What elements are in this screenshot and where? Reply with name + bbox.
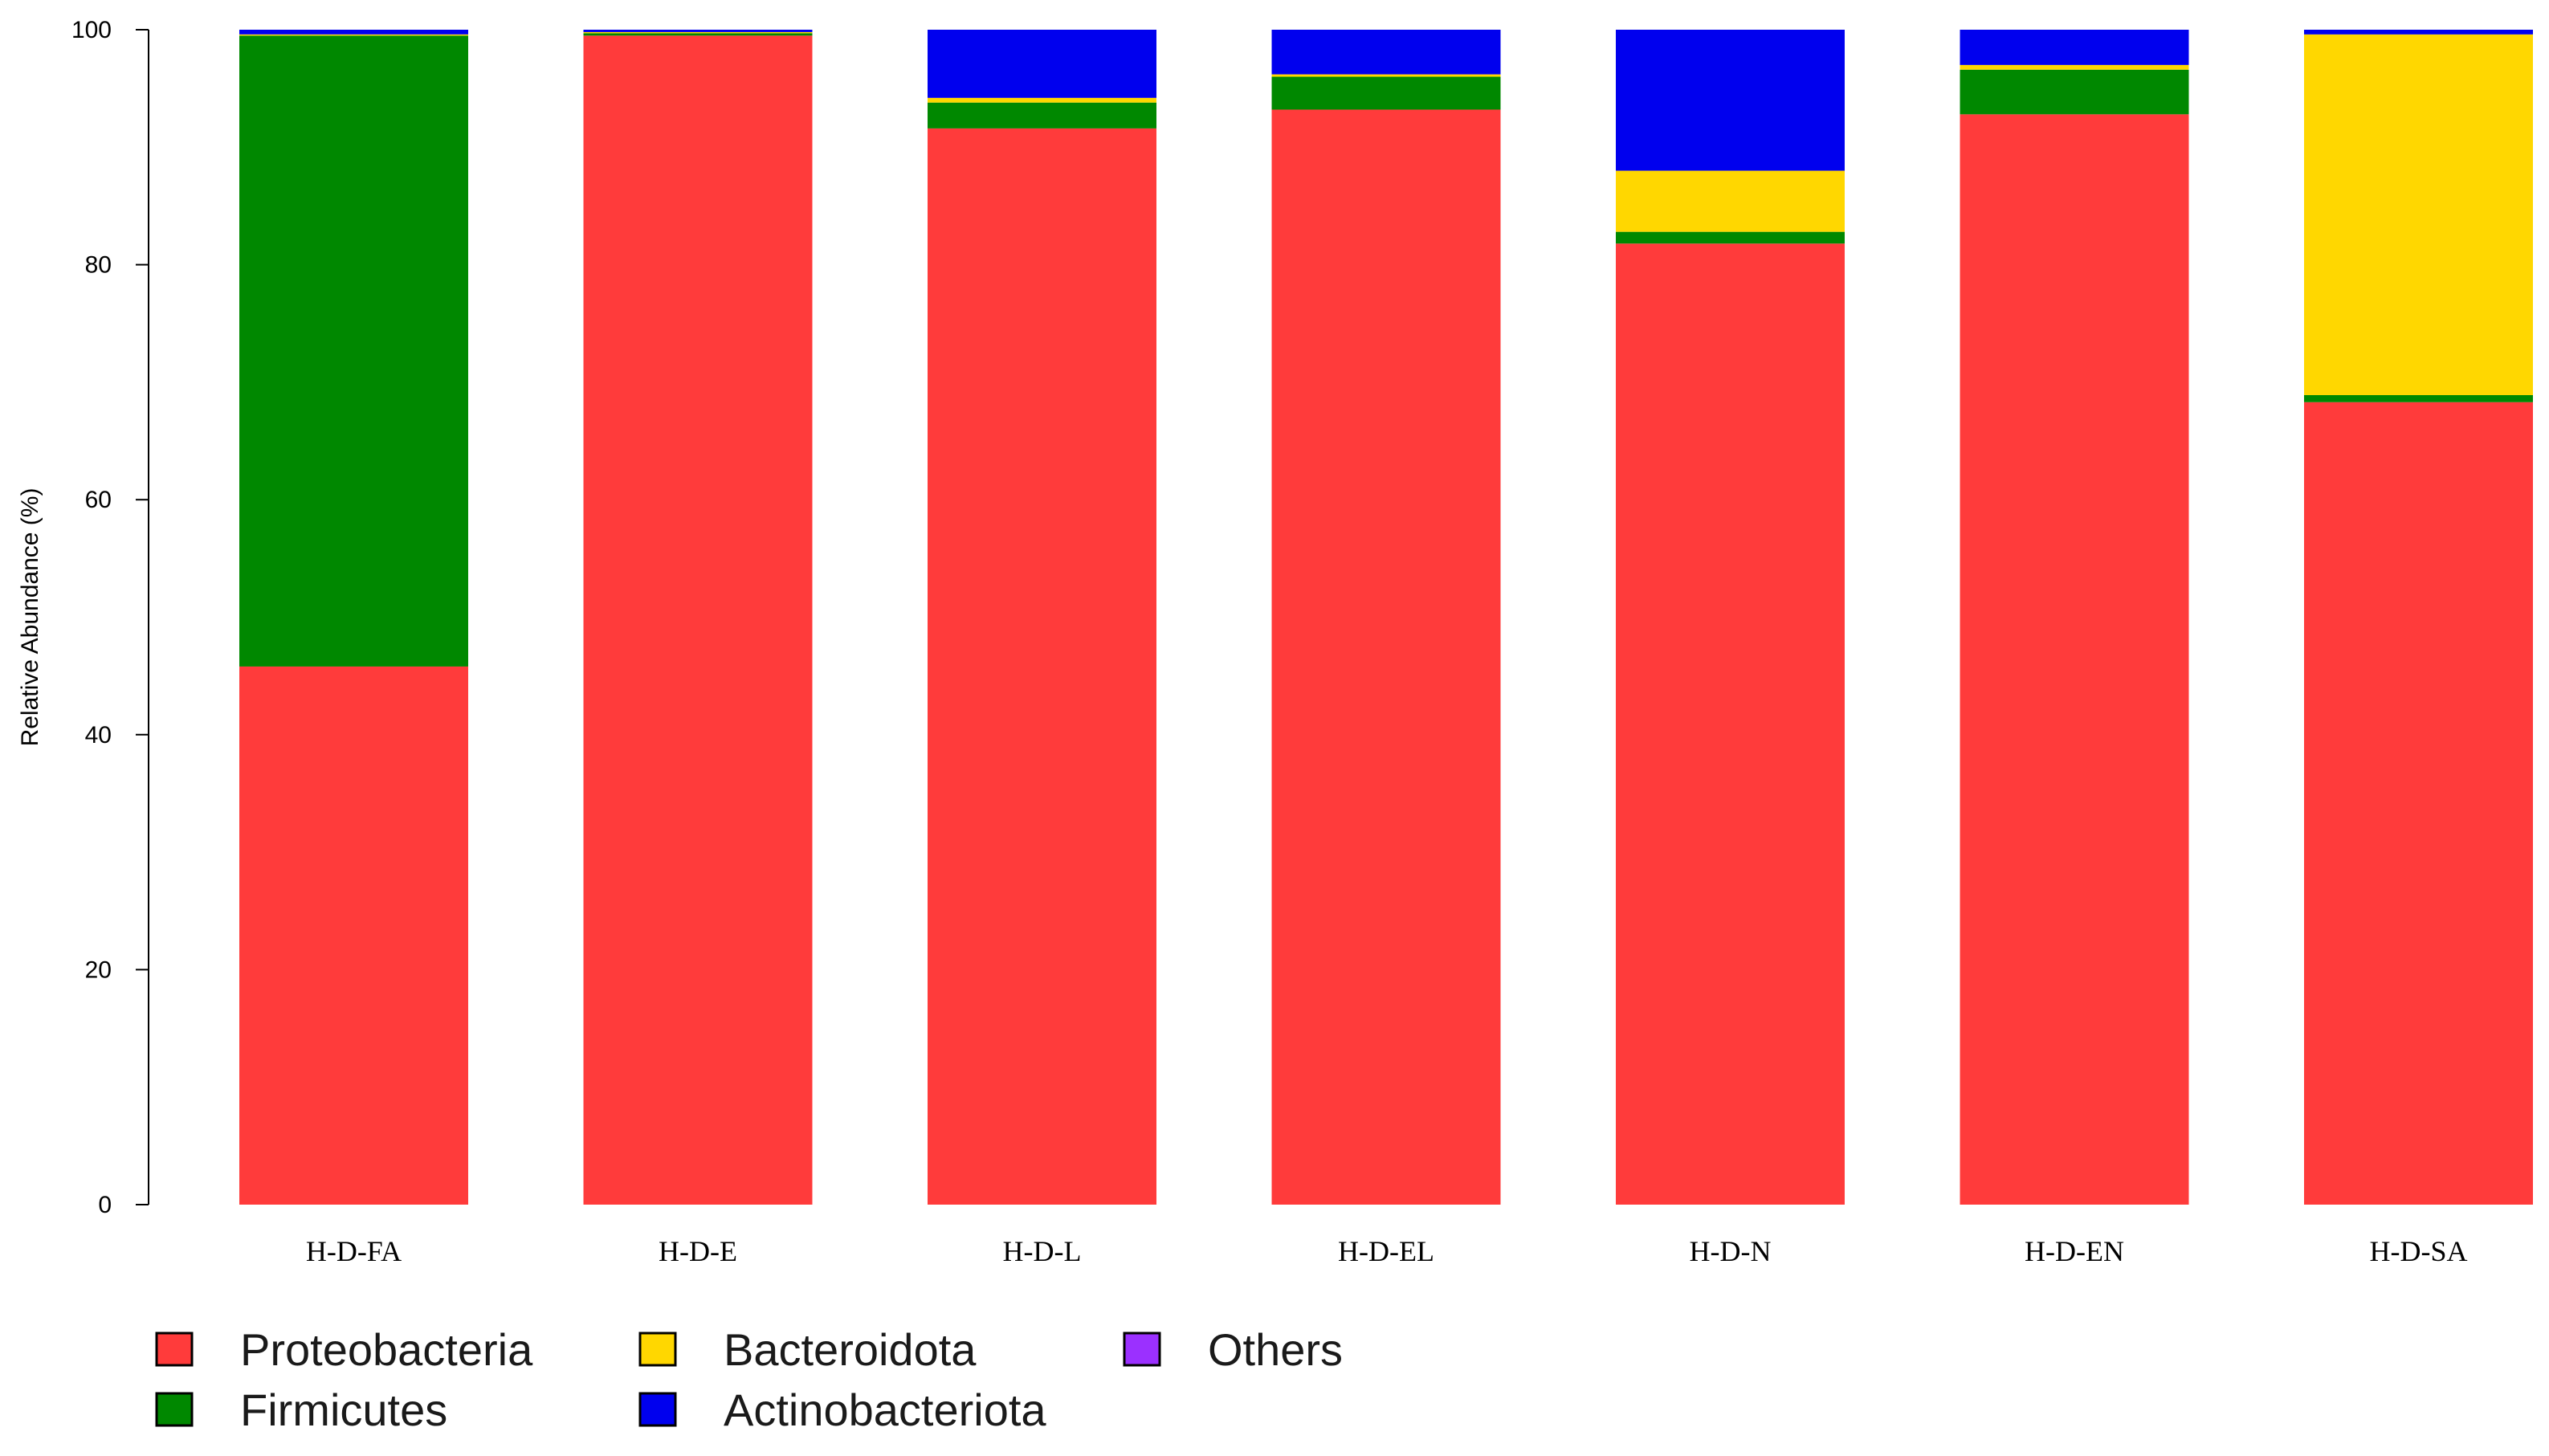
y-tick-label-40: 40	[85, 722, 112, 748]
bar-segment-h-d-e-firmicutes	[583, 33, 813, 36]
bar-segment-h-d-el-proteobacteria	[1271, 109, 1501, 1205]
bar-stack-h-d-el	[1271, 30, 1501, 1205]
bars-layer	[239, 30, 2533, 1205]
y-tick-label-20: 20	[85, 956, 112, 983]
bar-segment-h-d-el-actinobacteriota	[1271, 30, 1501, 75]
y-axis-label: Relative Abundance (%)	[17, 488, 43, 747]
legend-item-firmicutes: Firmicutes	[155, 1385, 447, 1435]
bar-segment-h-d-sa-bacteroidota	[2304, 34, 2533, 395]
x-tick-label-h-d-el: H-D-EL	[1338, 1235, 1434, 1267]
bar-stack-h-d-l	[928, 30, 1156, 1205]
bar-segment-h-d-l-proteobacteria	[928, 128, 1156, 1205]
x-tick-label-h-d-sa: H-D-SA	[2370, 1235, 2468, 1267]
bar-segment-h-d-n-bacteroidota	[1616, 170, 1845, 232]
legend-swatch-others	[1123, 1332, 1161, 1367]
x-tick-label-h-d-e: H-D-E	[659, 1235, 737, 1267]
bar-segment-h-d-fa-actinobacteriota	[239, 30, 468, 35]
legend-swatch-actinobacteriota	[638, 1392, 677, 1427]
legend-label-proteobacteria: Proteobacteria	[240, 1324, 533, 1375]
bar-segment-h-d-n-actinobacteriota	[1616, 30, 1845, 171]
bar-segment-h-d-en-firmicutes	[1960, 69, 2189, 115]
y-axis: 0 20 40 60 80 100 Relative Abundance (%)	[17, 17, 149, 1218]
bar-segment-h-d-e-actinobacteriota	[583, 30, 813, 32]
x-tick-label-h-d-fa: H-D-FA	[306, 1235, 402, 1267]
bar-segment-h-d-sa-firmicutes	[2304, 394, 2533, 402]
y-tick-label-100: 100	[71, 17, 112, 43]
bar-stack-h-d-e	[583, 30, 813, 1205]
legend-item-actinobacteriota: Actinobacteriota	[638, 1385, 1046, 1435]
bar-stack-h-d-n	[1616, 30, 1845, 1205]
bar-segment-h-d-el-firmicutes	[1271, 76, 1501, 110]
bar-segment-h-d-sa-proteobacteria	[2304, 402, 2533, 1205]
legend-swatch-firmicutes	[155, 1392, 194, 1427]
legend-swatch-bacteroidota	[638, 1332, 677, 1367]
x-axis-labels: H-D-FA H-D-E H-D-L H-D-EL H-D-N H-D-EN H-D-SA	[306, 1235, 2468, 1267]
y-tick-label-80: 80	[85, 252, 112, 279]
bar-segment-h-d-fa-proteobacteria	[239, 666, 468, 1205]
bar-segment-h-d-e-bacteroidota	[583, 31, 813, 34]
bar-segment-h-d-n-proteobacteria	[1616, 243, 1845, 1205]
legend-label-firmicutes: Firmicutes	[240, 1385, 447, 1435]
bar-segment-h-d-el-bacteroidota	[1271, 74, 1501, 77]
bar-segment-h-d-l-firmicutes	[928, 102, 1156, 128]
bar-segment-h-d-en-bacteroidota	[1960, 64, 2189, 70]
bar-segment-h-d-en-proteobacteria	[1960, 114, 2189, 1205]
x-tick-label-h-d-l: H-D-L	[1003, 1235, 1082, 1267]
bar-segment-h-d-e-proteobacteria	[583, 35, 813, 1205]
bar-stack-h-d-en	[1960, 30, 2189, 1205]
bar-stack-h-d-fa	[239, 30, 468, 1205]
legend-item-proteobacteria: Proteobacteria	[155, 1324, 533, 1375]
x-tick-label-h-d-en: H-D-EN	[2025, 1235, 2124, 1267]
legend-swatch-proteobacteria	[155, 1332, 194, 1367]
bar-segment-h-d-sa-actinobacteriota	[2304, 30, 2533, 35]
bar-stack-h-d-sa	[2304, 30, 2533, 1205]
bar-segment-h-d-l-bacteroidota	[928, 97, 1156, 103]
legend-item-bacteroidota: Bacteroidota	[638, 1324, 977, 1375]
y-tick-label-60: 60	[85, 487, 112, 513]
legend-label-actinobacteriota: Actinobacteriota	[724, 1385, 1046, 1435]
bar-segment-h-d-fa-firmicutes	[239, 35, 468, 667]
legend-label-bacteroidota: Bacteroidota	[724, 1324, 977, 1375]
x-tick-label-h-d-n: H-D-N	[1690, 1235, 1772, 1267]
legend-item-others: Others	[1123, 1324, 1343, 1375]
legend-label-others: Others	[1208, 1324, 1343, 1375]
bar-segment-h-d-n-firmicutes	[1616, 231, 1845, 244]
y-tick-label-0: 0	[98, 1192, 112, 1218]
bar-segment-h-d-l-actinobacteriota	[928, 30, 1156, 98]
bar-segment-h-d-en-actinobacteriota	[1960, 30, 2189, 65]
legend: Proteobacteria Firmicutes Bacteroidota Acti…	[155, 1324, 1343, 1435]
